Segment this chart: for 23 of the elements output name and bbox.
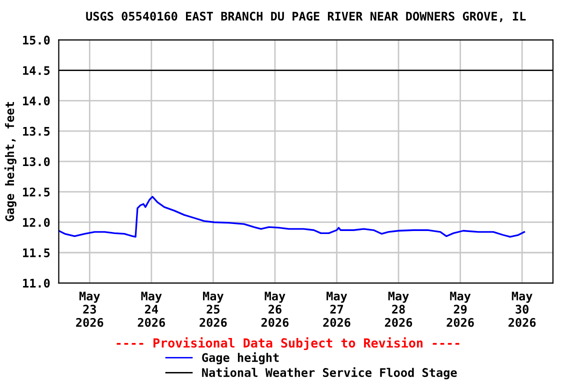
y-tick-label: 11.5 — [23, 248, 50, 258]
y-tick-label: 15.0 — [23, 36, 50, 45]
x-tick-label: May 25 2026 — [200, 292, 227, 327]
line-series — [58, 196, 526, 238]
chart-title: USGS 05540160 EAST BRANCH DU PAGE RIVER NEAR DOWNERS GROVE, IL — [86, 12, 526, 22]
y-tick-label: 13.5 — [23, 126, 50, 136]
y-tick-label: 12.0 — [23, 218, 50, 227]
y-tick-label: 13.0 — [23, 157, 50, 166]
y-tick-label: 14.0 — [23, 96, 50, 106]
x-tick-label: May 29 2026 — [446, 292, 474, 327]
y-tick-label: 11.0 — [23, 278, 50, 288]
x-tick-label: May 24 2026 — [138, 292, 165, 327]
y-axis-title: Gage height, feet — [4, 102, 16, 222]
x-tick-label: May 23 2026 — [76, 292, 104, 327]
y-tick-label: 14.5 — [23, 66, 50, 75]
x-tick-label: May 30 2026 — [508, 292, 536, 327]
y-tick-label: 12.5 — [23, 188, 50, 197]
x-tick-label: May 28 2026 — [384, 292, 412, 327]
x-tick-label: May 27 2026 — [323, 292, 350, 327]
x-tick-label: May 26 2026 — [261, 292, 289, 327]
legend-label: National Weather Service Flood Stage — [202, 367, 457, 380]
legend-label: Gage height — [202, 352, 279, 364]
text: ---- Provisional Data Subject to Revision ---- — [116, 337, 460, 350]
